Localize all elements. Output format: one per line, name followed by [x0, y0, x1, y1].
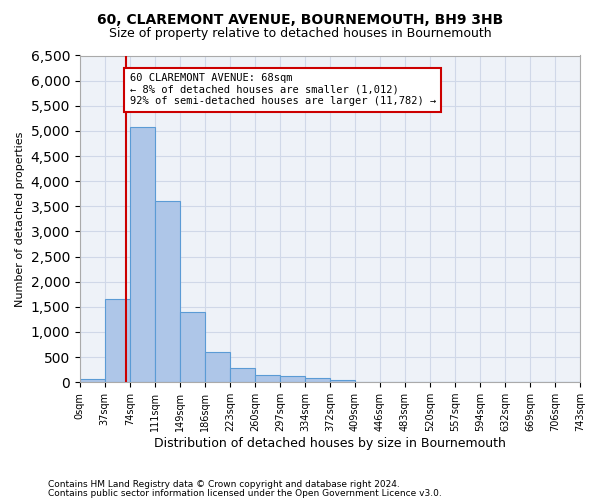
- Text: Contains HM Land Registry data © Crown copyright and database right 2024.: Contains HM Land Registry data © Crown c…: [48, 480, 400, 489]
- Bar: [280, 376, 305, 382]
- Bar: [130, 128, 155, 382]
- Bar: [105, 300, 130, 382]
- Bar: [230, 368, 255, 382]
- Text: 60 CLAREMONT AVENUE: 68sqm
← 8% of detached houses are smaller (1,012)
92% of se: 60 CLAREMONT AVENUE: 68sqm ← 8% of detac…: [130, 73, 436, 106]
- Bar: [80, 378, 105, 382]
- Y-axis label: Number of detached properties: Number of detached properties: [15, 131, 25, 306]
- X-axis label: Distribution of detached houses by size in Bournemouth: Distribution of detached houses by size …: [154, 437, 506, 450]
- Bar: [305, 378, 330, 382]
- Bar: [180, 312, 205, 382]
- Text: 60, CLAREMONT AVENUE, BOURNEMOUTH, BH9 3HB: 60, CLAREMONT AVENUE, BOURNEMOUTH, BH9 3…: [97, 12, 503, 26]
- Bar: [205, 352, 230, 382]
- Text: Size of property relative to detached houses in Bournemouth: Size of property relative to detached ho…: [109, 28, 491, 40]
- Bar: [255, 374, 280, 382]
- Text: Contains public sector information licensed under the Open Government Licence v3: Contains public sector information licen…: [48, 489, 442, 498]
- Bar: [155, 202, 180, 382]
- Bar: [330, 380, 355, 382]
